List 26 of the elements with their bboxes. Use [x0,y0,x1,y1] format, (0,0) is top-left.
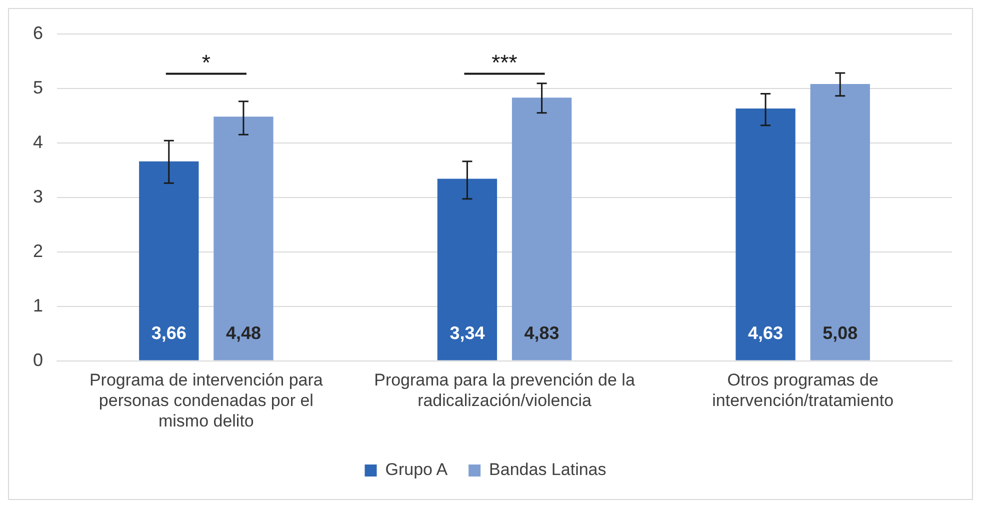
data-label: 4,83 [524,322,560,343]
data-label: 5,08 [822,322,858,343]
y-tick-label: 6 [32,22,44,43]
y-tick-label: 3 [32,186,44,206]
legend-label: Grupo A [385,460,448,480]
bar [139,161,199,360]
bar [214,116,274,360]
legend-label: Bandas Latinas [489,460,606,480]
y-tick-label: 5 [32,77,44,98]
data-label: 4,63 [748,322,784,343]
x-tick-label: Programa de intervención para personas condenadas por el mismo delito [89,370,324,430]
data-label: 4,48 [226,322,261,343]
y-tick-label: 1 [32,295,44,316]
x-tick-label: Otros programas de intervención/tratamiento [712,370,894,410]
bar [437,178,498,360]
x-tick-label: Programa para la prevención de la radicalización/violencia [374,370,636,410]
bar [810,84,870,360]
annotation: * [202,50,211,75]
y-tick-label: 0 [32,350,44,370]
annotation: *** [492,50,518,75]
y-tick-label: 4 [32,132,44,152]
bar [512,98,572,360]
bar [736,108,796,360]
data-label: 3,66 [151,322,186,343]
data-label: 3,34 [450,322,485,343]
y-tick-label: 2 [32,240,44,261]
